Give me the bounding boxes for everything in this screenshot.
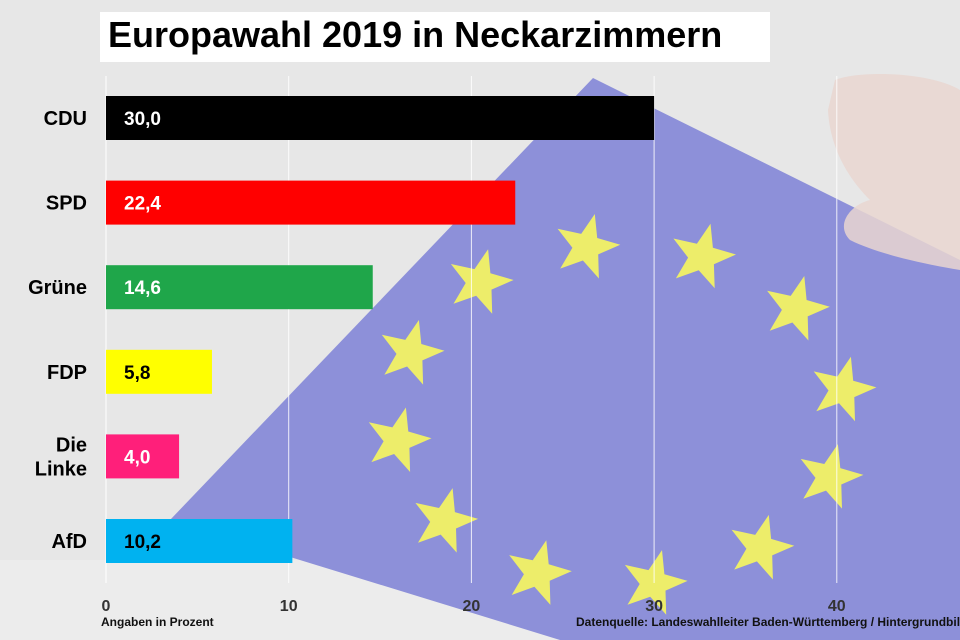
bar-afd [106, 519, 293, 563]
eu-flag-ballot [170, 78, 960, 640]
eu-star-icon [800, 444, 864, 509]
hand-shape [828, 74, 960, 270]
x-tick-label: 0 [102, 598, 111, 615]
eu-star-icon [381, 320, 445, 385]
data-label: 10,2 [124, 532, 161, 553]
data-label: 5,8 [124, 363, 150, 384]
eu-star-icon [557, 214, 621, 279]
eu-star-icon [509, 540, 572, 605]
category-label: AfD [51, 531, 87, 553]
x-tick-label: 20 [463, 598, 481, 615]
bar-fdp [106, 349, 212, 394]
x-tick-label: 10 [280, 598, 298, 615]
category-label: Die Linke [35, 434, 87, 480]
data-label: 4,0 [124, 447, 150, 468]
data-label: 30,0 [124, 109, 161, 130]
bar-grüne [106, 265, 373, 310]
bar-cdu [106, 96, 655, 140]
eu-star-icon [767, 276, 830, 341]
x-axis-label: Angaben in Prozent [101, 615, 214, 629]
eu-star-icon [624, 550, 688, 615]
data-label: 22,4 [124, 194, 161, 215]
chart-title: Europawahl 2019 in Neckarzimmern [108, 14, 723, 55]
eu-star-icon [415, 488, 479, 553]
eu-stars [368, 214, 877, 615]
eu-star-icon [450, 249, 514, 314]
eu-star-icon [813, 356, 877, 422]
bar-die-linke [106, 434, 180, 479]
source-note: Datenquelle: Landeswahlleiter Baden-Würt… [576, 615, 960, 629]
bar-spd [106, 180, 516, 225]
category-label: FDP [47, 362, 87, 384]
data-label: 14,6 [124, 278, 161, 299]
x-tick-label: 40 [828, 598, 846, 615]
category-label: SPD [46, 193, 87, 215]
eu-star-icon [731, 514, 795, 580]
title-background [100, 12, 770, 62]
x-tick-label: 30 [645, 598, 663, 615]
category-label: Grüne [28, 277, 87, 299]
eu-star-icon [368, 407, 432, 472]
category-label: CDU [44, 108, 87, 130]
eu-star-icon [673, 223, 736, 289]
